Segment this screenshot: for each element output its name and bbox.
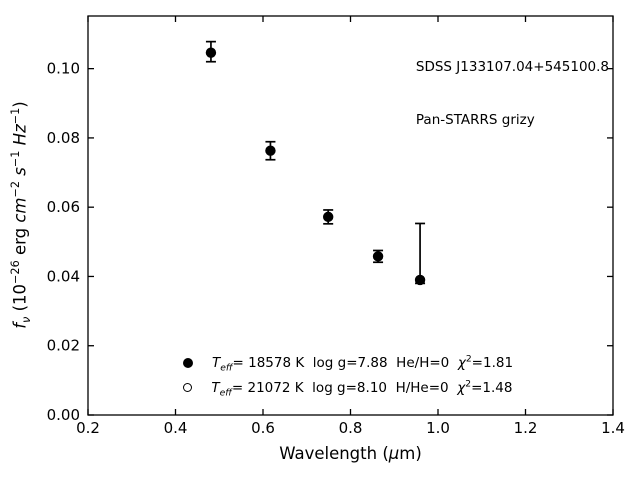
data-point [372,251,384,262]
y-tick-label: 0.06 [47,198,80,216]
y-tick-label: 0.04 [47,267,80,285]
legend-item-model-2: Teff= 21072 K log g=8.10 H/He=0 χ2=1.48 [183,375,513,400]
data-point [265,145,276,156]
legend-label-model-2: Teff= 21072 K log g=8.10 H/He=0 χ2=1.48 [211,378,513,399]
data-point [414,274,426,286]
x-tick-label: 1.0 [426,419,450,437]
legend-label-model-1: Teff= 18578 K log g=7.88 He/H=0 χ2=1.81 [212,353,514,374]
x-axis-label: Wavelength (μm) [279,444,422,463]
annotation-survey: Pan-STARRS grizy [415,111,535,128]
data-point [205,47,217,58]
x-tick-label: 0.6 [251,419,275,437]
x-tick-label: 1.2 [514,419,538,437]
y-tick-label: 0.08 [47,129,80,147]
data-point [322,211,334,223]
x-tick-label: 1.4 [601,419,625,437]
filled-circle-icon [183,357,193,368]
x-tick-label: 0.8 [339,419,363,437]
annotation-block: SDSS J133107.04+545100.8 Pan-STARRS griz… [416,24,609,164]
open-circle-icon [183,383,193,392]
x-tick-label: 0.2 [76,419,100,437]
y-axis-label: fν (10−26 erg cm−2 s−1 Hz−1) [9,101,33,329]
legend: Teff= 18578 K log g=7.88 He/H=0 χ2=1.81 … [183,350,513,400]
y-tick-label: 0.02 [47,337,80,355]
annotation-object-id: SDSS J133107.04+545100.8 [415,59,609,75]
y-tick-label: 0.00 [47,406,80,424]
x-tick-label: 0.4 [164,419,188,437]
legend-item-model-1: Teff= 18578 K log g=7.88 He/H=0 χ2=1.81 [183,350,513,375]
y-tick-label: 0.10 [47,60,80,78]
